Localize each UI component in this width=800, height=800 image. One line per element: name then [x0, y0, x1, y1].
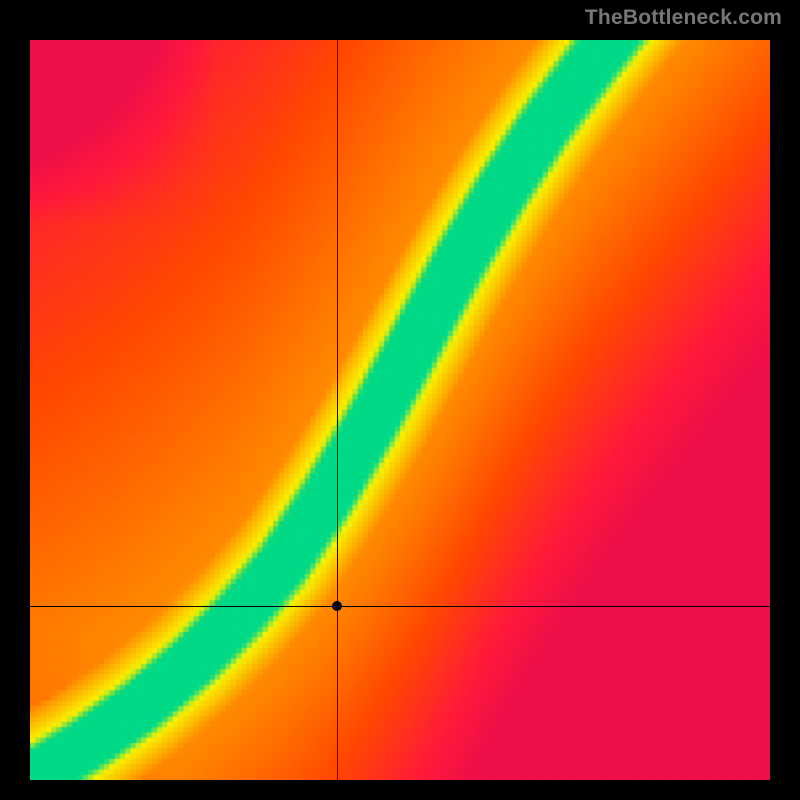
heatmap-canvas [30, 40, 770, 780]
crosshair-vertical [337, 40, 338, 780]
chart-container: TheBottleneck.com [0, 0, 800, 800]
watermark-text: TheBottleneck.com [585, 6, 782, 30]
plot-area [30, 40, 770, 780]
crosshair-marker [332, 601, 342, 611]
crosshair-horizontal [30, 606, 770, 607]
